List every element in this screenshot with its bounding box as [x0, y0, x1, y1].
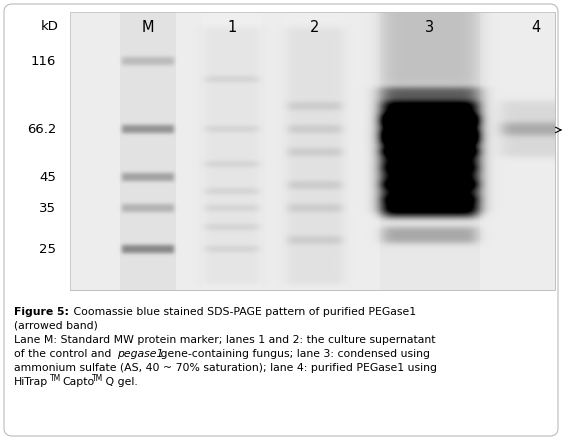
Text: 35: 35 [39, 202, 56, 215]
Text: of the control and: of the control and [14, 349, 115, 359]
Text: TM: TM [92, 374, 103, 383]
Text: HiTrap: HiTrap [14, 377, 48, 387]
Text: Lane M: Standard MW protein marker; lanes 1 and 2: the culture supernatant: Lane M: Standard MW protein marker; lane… [14, 335, 436, 345]
Text: ammonium sulfate (AS, 40 ~ 70% saturation); lane 4: purified PEGase1 using: ammonium sulfate (AS, 40 ~ 70% saturatio… [14, 363, 437, 373]
Text: 66.2: 66.2 [26, 124, 56, 136]
Text: (arrowed band): (arrowed band) [14, 321, 98, 331]
FancyBboxPatch shape [70, 12, 555, 290]
FancyBboxPatch shape [4, 4, 558, 436]
Text: 2: 2 [310, 19, 320, 34]
Text: 116: 116 [30, 55, 56, 67]
Text: 4: 4 [532, 19, 541, 34]
Text: gene-containing fungus; lane 3: condensed using: gene-containing fungus; lane 3: condense… [157, 349, 430, 359]
Text: kD: kD [41, 21, 59, 33]
Text: M: M [142, 19, 154, 34]
Text: 3: 3 [425, 19, 434, 34]
Text: Coomassie blue stained SDS-PAGE pattern of purified PEGase1: Coomassie blue stained SDS-PAGE pattern … [70, 307, 416, 317]
Text: Q gel.: Q gel. [102, 377, 138, 387]
Text: Capto: Capto [62, 377, 94, 387]
Text: pegase1: pegase1 [117, 349, 164, 359]
Text: Figure 5:: Figure 5: [14, 307, 69, 317]
Text: 25: 25 [39, 243, 56, 256]
Text: 1: 1 [228, 19, 237, 34]
Text: 45: 45 [39, 171, 56, 184]
Text: TM: TM [50, 374, 61, 383]
